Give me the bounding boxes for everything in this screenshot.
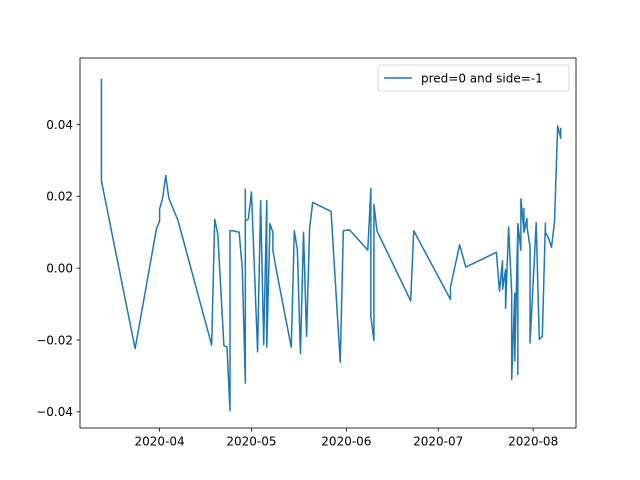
y-tick-label: −0.04	[36, 405, 73, 419]
legend-box	[377, 64, 570, 92]
x-tick-label: 2020-07	[413, 435, 463, 449]
y-tick-label: 0.02	[46, 190, 73, 204]
axes-layer: 2020-04 2020-05 2020-06 2020-07 2020-08 −0.04…	[36, 57, 577, 449]
series-layer	[100, 78, 562, 412]
series-line-0	[100, 78, 562, 412]
x-tick-label: 2020-04	[135, 435, 185, 449]
plot-area	[80, 58, 576, 428]
y-tick-label: −0.02	[36, 333, 73, 347]
y-tick-label: 0.00	[46, 261, 73, 275]
legend-label-0: pred=0 and side=-1	[421, 71, 543, 85]
x-tick-label: 2020-05	[226, 435, 276, 449]
axes-frame	[79, 57, 577, 429]
legend: pred=0 and side=-1	[377, 64, 570, 92]
x-tick-label: 2020-06	[321, 435, 371, 449]
y-tick-label: 0.04	[46, 118, 73, 132]
x-tick-label: 2020-08	[508, 435, 558, 449]
